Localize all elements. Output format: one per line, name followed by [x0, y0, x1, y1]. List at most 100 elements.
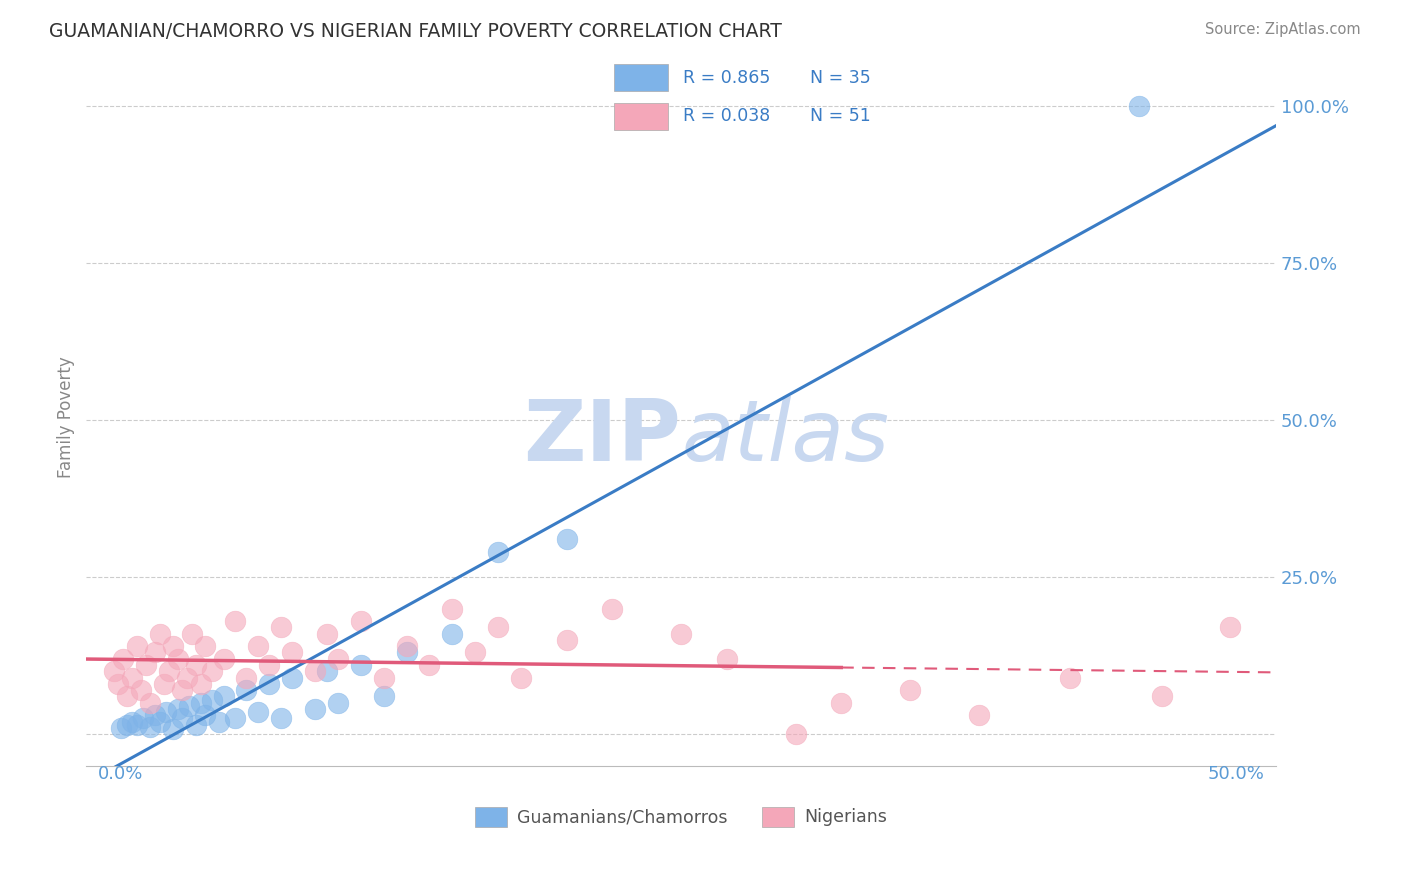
- Point: [194, 708, 217, 723]
- Point: [166, 652, 188, 666]
- Text: N = 51: N = 51: [810, 107, 870, 125]
- Point: [235, 671, 257, 685]
- Point: [830, 696, 852, 710]
- Point: [1128, 99, 1150, 113]
- Text: N = 35: N = 35: [810, 69, 870, 87]
- Point: [148, 714, 170, 729]
- Point: [157, 665, 180, 679]
- Point: [224, 614, 246, 628]
- Point: [1219, 620, 1241, 634]
- Bar: [613, 103, 668, 130]
- Point: [162, 639, 184, 653]
- Point: [172, 683, 194, 698]
- Point: [180, 626, 202, 640]
- Point: [155, 705, 177, 719]
- Point: [967, 708, 990, 723]
- Point: [304, 702, 326, 716]
- Point: [418, 658, 440, 673]
- Point: [486, 620, 509, 634]
- Point: [1059, 671, 1081, 685]
- Point: [162, 722, 184, 736]
- Point: [143, 646, 166, 660]
- Legend: Guamanians/Chamorros, Nigerians: Guamanians/Chamorros, Nigerians: [468, 799, 894, 833]
- Point: [201, 692, 224, 706]
- Point: [315, 626, 337, 640]
- Point: [179, 698, 201, 713]
- Point: [125, 717, 148, 731]
- Point: [281, 671, 304, 685]
- Point: [224, 711, 246, 725]
- Point: [166, 702, 188, 716]
- Point: [1150, 690, 1173, 704]
- Point: [326, 696, 349, 710]
- Point: [898, 683, 921, 698]
- Point: [107, 677, 129, 691]
- Point: [373, 671, 395, 685]
- Point: [350, 614, 373, 628]
- Point: [395, 639, 418, 653]
- Point: [395, 646, 418, 660]
- Point: [148, 626, 170, 640]
- Point: [184, 717, 207, 731]
- Text: atlas: atlas: [681, 396, 889, 479]
- Point: [135, 658, 157, 673]
- Point: [117, 690, 139, 704]
- Point: [350, 658, 373, 673]
- Point: [139, 696, 162, 710]
- Text: 50.0%: 50.0%: [1208, 765, 1264, 783]
- Point: [246, 705, 269, 719]
- Point: [304, 665, 326, 679]
- Text: GUAMANIAN/CHAMORRO VS NIGERIAN FAMILY POVERTY CORRELATION CHART: GUAMANIAN/CHAMORRO VS NIGERIAN FAMILY PO…: [49, 22, 782, 41]
- Text: ZIP: ZIP: [523, 396, 681, 479]
- Point: [212, 690, 235, 704]
- Point: [110, 721, 132, 735]
- Point: [441, 626, 464, 640]
- Point: [184, 658, 207, 673]
- Point: [153, 677, 176, 691]
- Point: [555, 632, 578, 647]
- Point: [259, 677, 281, 691]
- Point: [441, 601, 464, 615]
- Point: [555, 533, 578, 547]
- Point: [111, 652, 134, 666]
- Point: [373, 690, 395, 704]
- Text: R = 0.865: R = 0.865: [683, 69, 770, 87]
- Point: [486, 545, 509, 559]
- Point: [190, 677, 212, 691]
- Point: [716, 652, 738, 666]
- Point: [602, 601, 624, 615]
- Point: [129, 683, 152, 698]
- Point: [270, 620, 292, 634]
- Point: [281, 646, 304, 660]
- Point: [259, 658, 281, 673]
- Bar: [613, 64, 668, 92]
- Point: [326, 652, 349, 666]
- Text: Source: ZipAtlas.com: Source: ZipAtlas.com: [1205, 22, 1361, 37]
- Point: [190, 696, 212, 710]
- Point: [139, 720, 162, 734]
- Point: [246, 639, 269, 653]
- Point: [172, 711, 194, 725]
- Point: [212, 652, 235, 666]
- Text: R = 0.038: R = 0.038: [683, 107, 770, 125]
- Point: [270, 711, 292, 725]
- Point: [117, 717, 139, 731]
- Point: [121, 714, 143, 729]
- Point: [235, 683, 257, 698]
- Point: [125, 639, 148, 653]
- Point: [510, 671, 533, 685]
- Point: [132, 711, 155, 725]
- Text: 0.0%: 0.0%: [98, 765, 143, 783]
- Y-axis label: Family Poverty: Family Poverty: [58, 356, 75, 478]
- Point: [464, 646, 486, 660]
- Point: [785, 727, 807, 741]
- Point: [143, 708, 166, 723]
- Point: [176, 671, 198, 685]
- Point: [103, 665, 125, 679]
- Point: [208, 714, 231, 729]
- Point: [315, 665, 337, 679]
- Point: [201, 665, 224, 679]
- Point: [121, 671, 143, 685]
- Point: [669, 626, 692, 640]
- Point: [194, 639, 217, 653]
